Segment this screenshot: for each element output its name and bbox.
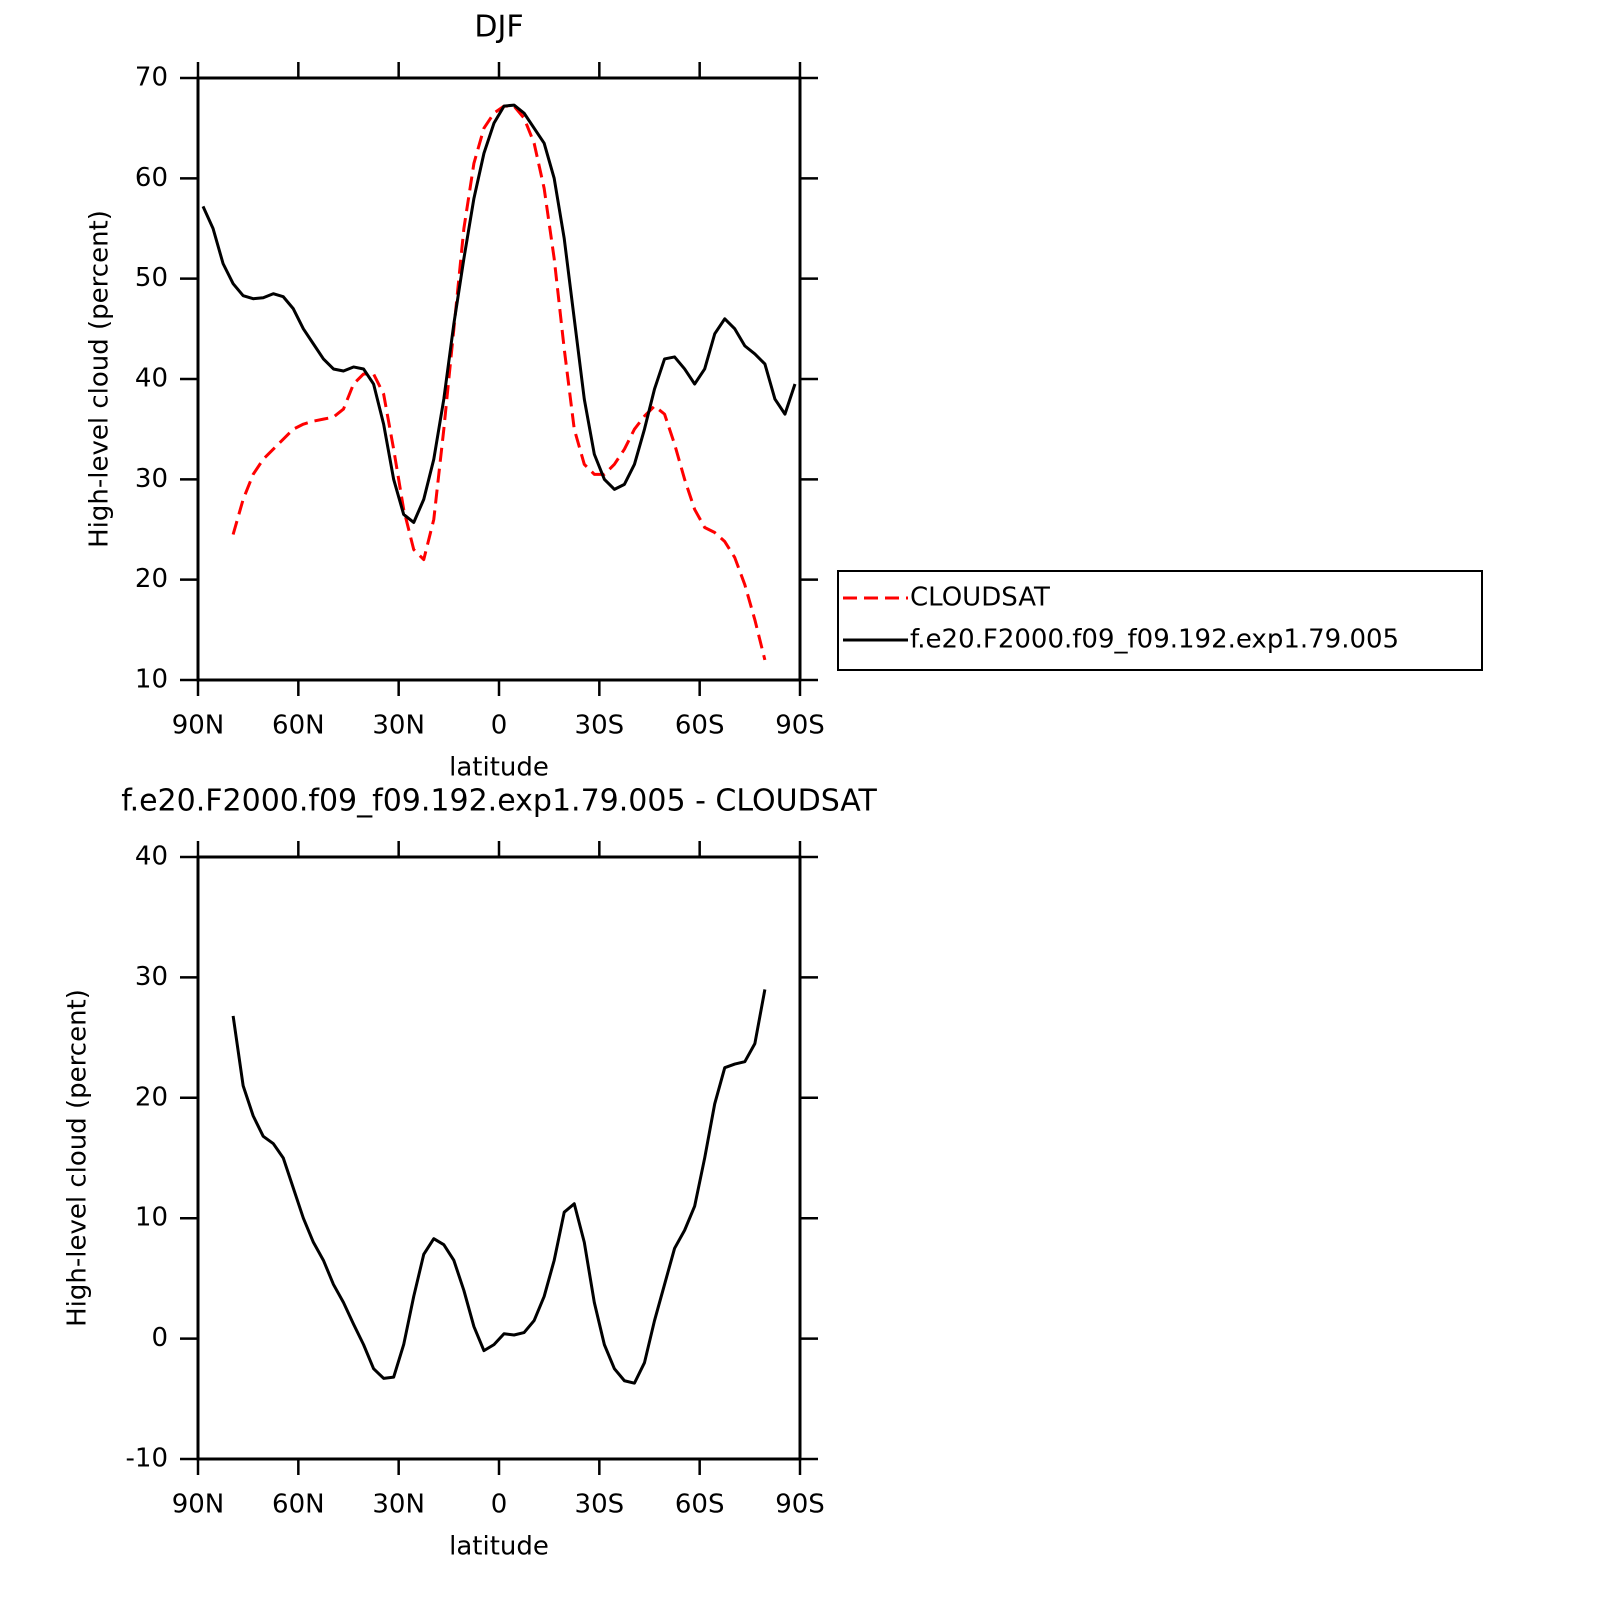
x-tick-label: 30N (372, 1490, 425, 1520)
x-tick-label: 30S (575, 711, 625, 741)
y-tick-label: 20 (135, 1082, 168, 1112)
x-tick-label: 90S (775, 711, 825, 741)
y-axis-label: High-level cloud (percent) (85, 210, 115, 548)
y-tick-label: 40 (135, 364, 168, 394)
x-tick-label: 90S (775, 1490, 825, 1520)
x-tick-label: 0 (491, 1490, 508, 1520)
y-tick-label: 50 (135, 263, 168, 293)
data-line (231, 989, 767, 1385)
y-tick-label: 40 (135, 842, 168, 872)
y-tick-label: -10 (126, 1444, 168, 1474)
y-tick-label: 20 (135, 564, 168, 594)
x-tick-label: 60N (272, 711, 325, 741)
y-tick-label: 30 (135, 464, 168, 494)
x-tick-label: 90N (172, 711, 225, 741)
x-axis-label: latitude (449, 753, 549, 783)
x-tick-label: 90N (172, 1490, 225, 1520)
legend-label: CLOUDSAT (910, 583, 1050, 613)
data-line (201, 103, 797, 524)
y-axis-label: High-level cloud (percent) (63, 989, 93, 1327)
x-tick-label: 60S (675, 711, 725, 741)
data-line (231, 104, 767, 661)
y-tick-label: 30 (135, 962, 168, 992)
y-tick-label: 0 (151, 1323, 168, 1353)
x-axis-label: latitude (449, 1532, 549, 1562)
y-tick-label: 70 (135, 63, 168, 93)
legend-label: f.e20.F2000.f09_f09.192.exp1.79.005 (910, 625, 1399, 655)
y-tick-label: 10 (135, 665, 168, 695)
y-tick-label: 60 (135, 163, 168, 193)
plot-frame (196, 76, 802, 682)
x-tick-label: 30S (575, 1490, 625, 1520)
legend-box (837, 570, 1483, 671)
x-tick-label: 60N (272, 1490, 325, 1520)
plot-frame (196, 855, 802, 1461)
x-tick-label: 0 (491, 711, 508, 741)
y-tick-label: 10 (135, 1203, 168, 1233)
x-tick-label: 30N (372, 711, 425, 741)
chart-title: DJF (474, 10, 523, 45)
chart-title: f.e20.F2000.f09_f09.192.exp1.79.005 - CL… (121, 784, 877, 819)
x-tick-label: 60S (675, 1490, 725, 1520)
